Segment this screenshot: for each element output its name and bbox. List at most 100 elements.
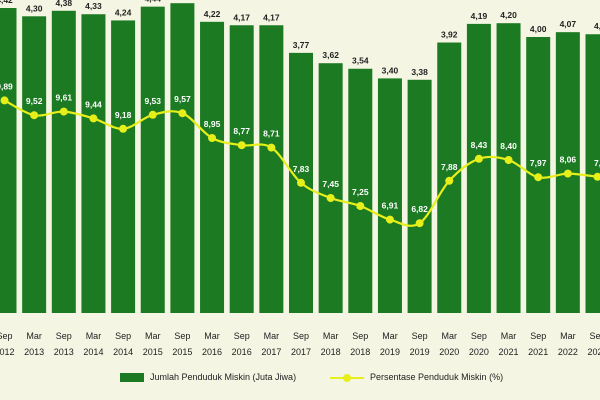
percentage-value-label: 9,52 <box>26 96 43 106</box>
percentage-points <box>0 96 600 228</box>
percentage-point <box>178 109 187 118</box>
bar-series <box>0 3 600 314</box>
percentage-point <box>504 156 513 164</box>
percentage-point <box>208 134 217 142</box>
percentage-point <box>59 107 68 116</box>
x-tick-label-year: 2013 <box>54 347 74 357</box>
bar-value-label: 4,42 <box>0 0 13 5</box>
x-tick-label-period: Sep <box>352 331 368 341</box>
x-tick-label-year: 2014 <box>113 347 133 357</box>
percentage-value-label: 7,88 <box>441 162 458 172</box>
percentage-value-label: 8,77 <box>233 126 250 136</box>
x-tick-label-period: Mar <box>442 331 458 341</box>
x-tick-label-year: 2019 <box>410 347 430 357</box>
bar <box>466 23 491 313</box>
bar-value-label: 3,40 <box>382 65 399 75</box>
bar-value-label: 4, <box>594 21 600 31</box>
percentage-point <box>326 194 335 202</box>
bar-value-label: 4,07 <box>560 19 577 29</box>
bar-value-label: 4,24 <box>115 7 132 17</box>
bar <box>170 3 195 313</box>
percentage-point <box>148 110 157 119</box>
bar <box>22 16 47 314</box>
legend: Jumlah Penduduk Miskin (Juta Jiwa) Perse… <box>0 368 600 390</box>
bar-value-label: 3,92 <box>441 30 458 40</box>
percentage-point <box>445 176 454 185</box>
x-tick-label-year: 2020 <box>469 347 489 357</box>
x-tick-label-period: Mar <box>86 331 102 341</box>
x-tick-label-year: 2020 <box>439 347 459 357</box>
bar-value-label: 3,38 <box>411 67 428 77</box>
percentage-point <box>297 178 305 187</box>
legend-line-label: Persentase Penduduk Miskin (%) <box>370 372 504 382</box>
x-tick-label-period: Sep <box>293 331 309 341</box>
bar <box>229 25 254 314</box>
x-tick-label-period: Sep <box>471 331 487 341</box>
bar <box>200 21 225 313</box>
percentage-value-labels: 9,89 9,52 9,61 9,44 9,18 9,53 9,57 8,95 8,77 8,71… <box>0 81 600 214</box>
x-tick-label-year: 2015 <box>143 347 163 357</box>
bar-value-label: 4,17 <box>263 12 280 22</box>
bar-value-labels: 4,424,304,384,334,244,444,494,224,174,17… <box>0 0 600 77</box>
x-tick-label-year: 2015 <box>172 347 192 357</box>
percentage-value-label: 9,18 <box>115 110 132 120</box>
percentage-point <box>356 202 365 210</box>
percentage-point <box>0 96 9 105</box>
percentage-value-label: 8,95 <box>204 119 221 129</box>
x-tick-label-period: Mar <box>560 331 576 341</box>
percentage-point <box>30 111 39 120</box>
bar <box>51 10 76 314</box>
bar-value-label: 4,20 <box>500 10 517 20</box>
bar <box>407 79 432 313</box>
x-tick-label-period: Sep <box>56 331 72 341</box>
percentage-point <box>415 219 424 228</box>
x-tick-label-year: 2013 <box>24 347 44 357</box>
bar-value-label: 3,62 <box>322 50 339 60</box>
x-tick-label-period: Mar <box>501 331 517 341</box>
x-tick-label-period: Mar <box>382 331 398 341</box>
percentage-value-label: 7,83 <box>293 164 310 174</box>
bar-value-label: 3,77 <box>293 40 310 50</box>
bar-value-label: 4,33 <box>85 1 102 11</box>
x-tick-label-year: 2017 <box>261 347 281 357</box>
bar-value-label: 4,22 <box>204 9 221 19</box>
legend-item-line: Persentase Penduduk Miskin (%) <box>330 372 503 382</box>
x-tick-label-year: 2014 <box>83 347 103 357</box>
bar-value-label: 4,00 <box>530 24 547 34</box>
percentage-value-label: 9,53 <box>144 96 161 106</box>
percentage-point <box>119 124 128 133</box>
percentage-point <box>593 172 600 181</box>
percentage-point <box>89 114 98 123</box>
x-tick-label-period: Sep <box>174 331 190 341</box>
percentage-value-label: 7,45 <box>322 179 339 189</box>
bar <box>585 34 600 314</box>
x-tick-label-period: Sep <box>234 331 250 341</box>
bar-value-label: 4,19 <box>471 11 488 21</box>
bar <box>140 6 165 313</box>
x-tick-label-year: 2017 <box>291 347 311 357</box>
x-tick-label-year: 2021 <box>499 347 519 357</box>
bar <box>111 20 136 313</box>
percentage-value-label: 8,71 <box>263 129 280 139</box>
percentage-value-label: 9,44 <box>85 99 102 109</box>
x-tick-label-year: 2016 <box>202 347 222 357</box>
x-tick-label-year: 2012 <box>0 347 15 357</box>
percentage-point <box>474 154 483 163</box>
bar <box>377 78 402 314</box>
percentage-value-label: 9,61 <box>56 93 73 103</box>
percentage-value-label: 9,57 <box>174 94 191 104</box>
x-tick-label-period: Sep <box>412 331 428 341</box>
bar <box>496 23 521 313</box>
percentage-point <box>563 169 572 178</box>
percentage-value-label: 8,40 <box>500 141 517 151</box>
x-tick-label-period: Mar <box>264 331 280 341</box>
x-tick-label-year: 2021 <box>528 347 548 357</box>
x-tick-label-year: 2022 <box>587 347 600 357</box>
x-tick-label-period: Sep <box>115 331 131 341</box>
percentage-point <box>267 143 276 152</box>
percentage-value-label: 6,82 <box>411 204 428 214</box>
bar-value-label: 4,38 <box>56 0 73 8</box>
percentage-value-label: 6,91 <box>382 201 399 211</box>
x-tick-label-year: 2018 <box>350 347 370 357</box>
